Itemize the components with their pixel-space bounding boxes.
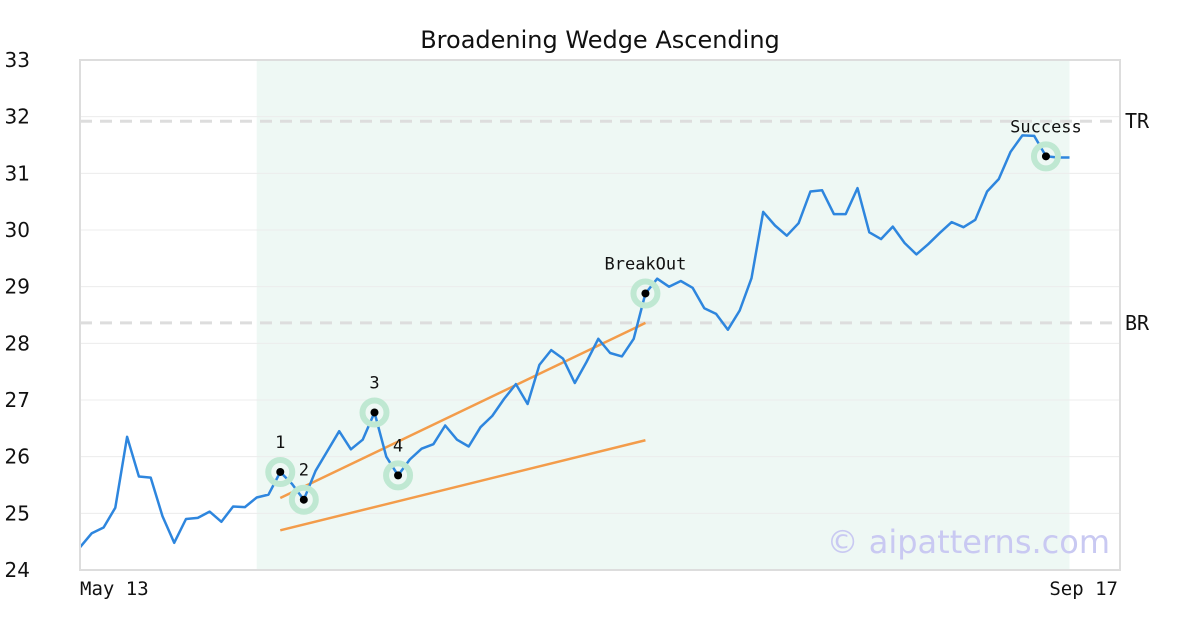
pattern-region (256, 60, 1070, 570)
x-start-label: May 13 (80, 578, 149, 600)
watermark: © aipatterns.com (827, 523, 1110, 561)
pattern-point-halo (359, 397, 390, 428)
y-tick-label: 28 (5, 331, 30, 355)
level-label-tr: TR (1125, 109, 1150, 133)
point-label-3: 3 (369, 373, 379, 393)
pattern-point-2 (299, 495, 308, 504)
pattern-point-halo (288, 484, 319, 515)
pattern-point-breakout (641, 289, 650, 298)
y-tick-label: 32 (5, 105, 30, 129)
y-tick-label: 27 (5, 388, 30, 412)
y-tick-label: 26 (5, 445, 30, 469)
y-tick-label: 33 (5, 48, 30, 72)
level-label-br: BR (1125, 311, 1150, 335)
chart-title: Broadening Wedge Ascending (420, 26, 780, 54)
x-end-label: Sep 17 (1049, 578, 1118, 600)
y-tick-label: 30 (5, 218, 30, 242)
pattern-point-halo (1030, 141, 1061, 172)
plot-frame (79, 59, 1121, 571)
pattern-point-1 (276, 467, 285, 476)
trend-line (279, 321, 646, 500)
point-label-4: 4 (393, 436, 403, 456)
point-label-1: 1 (275, 433, 285, 453)
price-line (79, 134, 1070, 549)
pattern-point-halo (265, 456, 296, 487)
pattern-point-halo (630, 278, 661, 309)
y-tick-label: 31 (5, 161, 30, 185)
pattern-point-halo (383, 460, 414, 491)
y-tick-label: 25 (5, 501, 30, 525)
pattern-point-3 (370, 408, 379, 417)
point-label-success: Success (1010, 117, 1082, 137)
trend-line (279, 439, 646, 532)
y-tick-label: 24 (5, 558, 30, 582)
point-label-2: 2 (299, 461, 309, 481)
pattern-point-4 (394, 471, 403, 480)
point-label-breakout: BreakOut (604, 254, 686, 274)
y-tick-label: 29 (5, 275, 30, 299)
pattern-point-success (1041, 152, 1050, 161)
